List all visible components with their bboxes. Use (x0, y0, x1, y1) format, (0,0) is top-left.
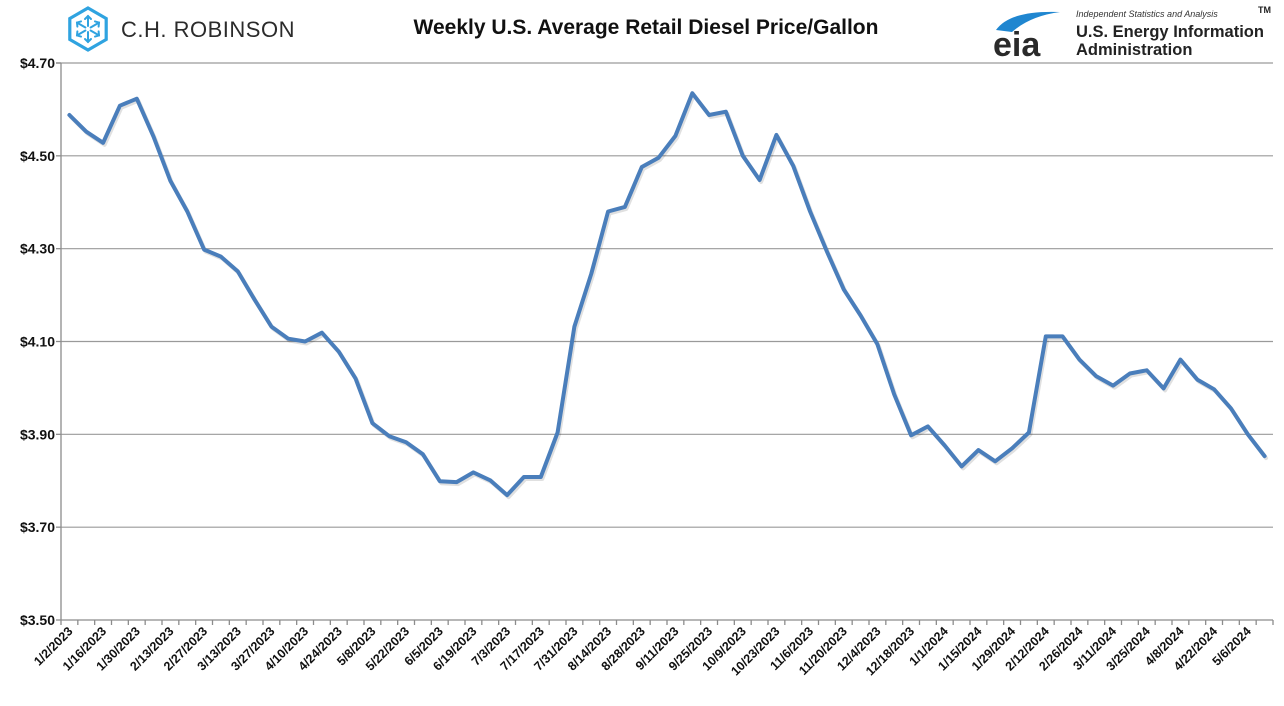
data-point (859, 314, 863, 318)
data-point (488, 478, 492, 482)
data-point (758, 178, 762, 182)
data-point (1094, 374, 1098, 378)
data-point (1061, 334, 1065, 338)
data-point (185, 210, 189, 214)
y-tick-label: $4.50 (20, 148, 55, 164)
data-point (118, 104, 122, 108)
data-point (909, 433, 913, 437)
data-point (202, 248, 206, 252)
data-point (791, 164, 795, 168)
data-point (370, 421, 374, 425)
data-point (320, 331, 324, 335)
data-point (1229, 406, 1233, 410)
data-point (387, 434, 391, 438)
data-point (825, 249, 829, 253)
data-point (1178, 358, 1182, 362)
gridlines (61, 62, 1273, 528)
data-point (1128, 372, 1132, 376)
data-point (1077, 358, 1081, 362)
data-point (842, 288, 846, 292)
data-point (152, 135, 156, 139)
data-point (236, 269, 240, 273)
y-tick-label: $4.30 (20, 241, 55, 257)
y-tick-label: $3.70 (20, 519, 55, 535)
data-point (1027, 430, 1031, 434)
y-tick-label: $4.70 (20, 55, 55, 71)
data-point (1145, 368, 1149, 372)
data-point (253, 298, 257, 302)
data-point (84, 130, 88, 134)
data-point (606, 210, 610, 214)
data-point (976, 448, 980, 452)
data-point (960, 464, 964, 468)
data-point (455, 480, 459, 484)
data-point (421, 452, 425, 456)
y-tick-label: $4.10 (20, 334, 55, 350)
ch-robinson-logo: C.H. ROBINSON (68, 6, 295, 52)
series-layer (67, 91, 1269, 500)
data-point (539, 475, 543, 479)
eia-mark: eia (993, 26, 1041, 64)
data-point (286, 337, 290, 341)
data-point (724, 110, 728, 114)
y-tick-label: $3.90 (20, 426, 55, 442)
data-point (522, 475, 526, 479)
eia-logo: eia Independent Statistics and Analysis … (993, 5, 1271, 64)
data-point (707, 113, 711, 117)
eia-name-line1: U.S. Energy Information (1076, 23, 1264, 41)
data-point (67, 113, 71, 117)
data-point (1162, 386, 1166, 390)
data-point (1111, 384, 1115, 388)
data-point (337, 350, 341, 354)
eia-arc-icon (996, 11, 1060, 32)
data-point (892, 392, 896, 396)
data-point (101, 141, 105, 145)
eia-name-line2: Administration (1076, 41, 1192, 59)
data-point (943, 443, 947, 447)
eia-tagline: Independent Statistics and Analysis (1076, 9, 1218, 19)
data-point (404, 440, 408, 444)
eia-trademark: TM (1258, 5, 1271, 15)
data-point (589, 272, 593, 276)
data-point (808, 210, 812, 214)
data-point (505, 493, 509, 497)
chart-title: Weekly U.S. Average Retail Diesel Price/… (414, 16, 879, 39)
data-point (673, 134, 677, 138)
data-point (556, 430, 560, 434)
data-point (640, 165, 644, 169)
data-point (690, 91, 694, 95)
data-point (875, 342, 879, 346)
y-tick-label: $3.50 (20, 612, 55, 628)
data-point (1246, 432, 1250, 436)
x-axis-labels: 1/2/20231/16/20231/30/20232/13/20232/27/… (31, 624, 1254, 678)
y-axis-labels: $3.50 $3.70 $3.90 $4.10 $4.30 $4.50 $4.70 (20, 55, 55, 628)
data-point (1195, 378, 1199, 382)
data-point (303, 340, 307, 344)
ch-robinson-wordmark: C.H. ROBINSON (121, 17, 295, 42)
data-point (471, 470, 475, 474)
data-point (135, 97, 139, 101)
data-point (572, 325, 576, 329)
series-line (67, 91, 1267, 498)
data-point (354, 377, 358, 381)
data-point (657, 156, 661, 160)
axes (56, 62, 1274, 625)
data-point (1212, 387, 1216, 391)
data-point (926, 424, 930, 428)
data-point (1010, 446, 1014, 450)
data-point (168, 179, 172, 183)
data-point (774, 133, 778, 137)
data-point (993, 459, 997, 463)
hexagon-arrows-icon (68, 6, 108, 52)
data-point (1044, 334, 1048, 338)
data-point (741, 154, 745, 158)
data-point (438, 479, 442, 483)
data-point (219, 255, 223, 259)
data-point (1263, 454, 1267, 458)
data-point (623, 205, 627, 209)
data-point (269, 325, 273, 329)
